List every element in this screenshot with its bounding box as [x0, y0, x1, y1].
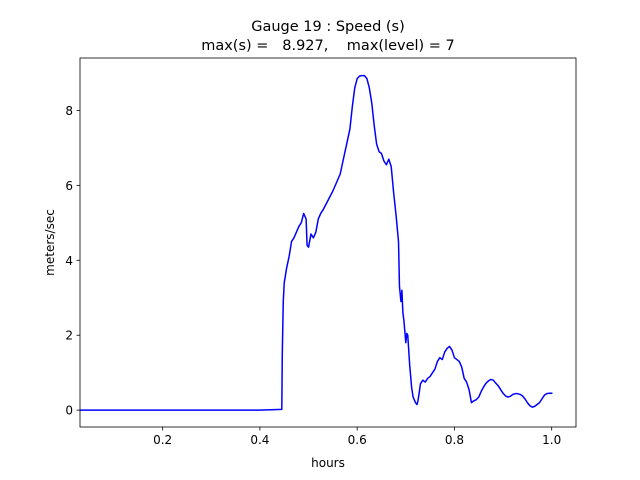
y-axis-ticks: 0 2 4 6 8	[65, 104, 80, 418]
y-tick-label: 4	[65, 254, 73, 268]
x-tick-label: 0.6	[348, 433, 367, 447]
speed-series-line	[80, 74, 553, 411]
x-axis-label: hours	[311, 456, 345, 470]
x-tick-label: 0.2	[153, 433, 172, 447]
x-tick-label: 0.4	[250, 433, 269, 447]
x-axis-ticks: 0.2 0.4 0.6 0.8 1.0	[153, 427, 561, 447]
y-tick-label: 2	[65, 329, 73, 343]
plot-frame	[79, 57, 577, 428]
x-tick-label: 1.0	[542, 433, 561, 447]
y-tick-label: 8	[65, 104, 73, 118]
y-axis-label: meters/sec	[43, 209, 57, 276]
plot-area	[80, 74, 553, 411]
y-tick-label: 0	[65, 404, 73, 418]
y-tick-label: 6	[65, 179, 73, 193]
x-tick-label: 0.8	[445, 433, 464, 447]
chart-subtitle: max(s) = 8.927, max(level) = 7	[201, 38, 455, 54]
chart-title: Gauge 19 : Speed (s)	[251, 19, 405, 35]
